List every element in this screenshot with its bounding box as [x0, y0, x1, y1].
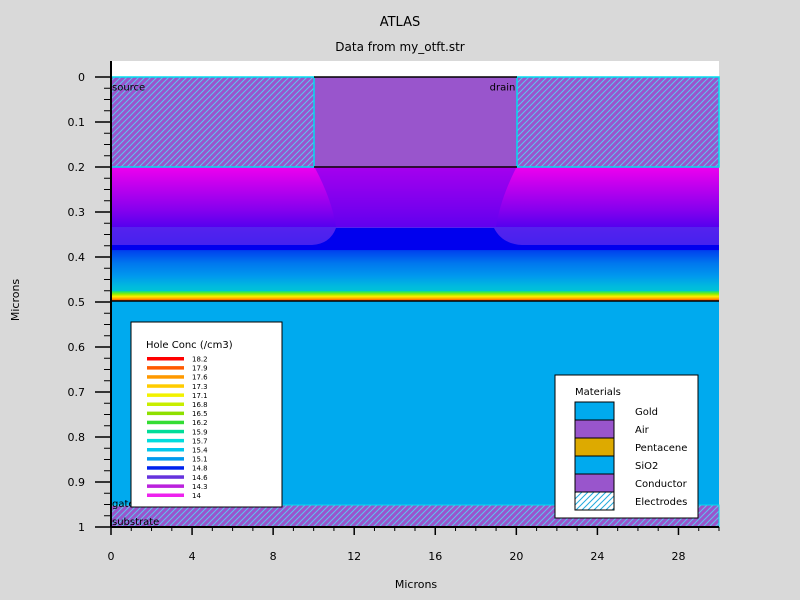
region-labels: source drain gate substrate — [112, 83, 515, 529]
hole-conc-swatch — [147, 475, 184, 479]
hole-conc-swatch — [147, 448, 184, 452]
hole-conc-level-label: 17.9 — [192, 365, 208, 373]
hole-conc-level-label: 15.7 — [192, 437, 208, 445]
hole-conc-swatch — [147, 402, 184, 406]
hole-conc-swatch — [147, 457, 184, 461]
material-label: Gold — [635, 407, 658, 418]
hole-conc-level-label: 14.6 — [192, 474, 208, 482]
chart-title: ATLAS — [380, 15, 421, 30]
hole-conc-swatch — [147, 357, 184, 361]
region-label-source: source — [112, 83, 145, 94]
x-tick-label: 12 — [347, 550, 361, 563]
hole-conc-level-label: 14 — [192, 492, 201, 500]
hole-conc-level-label: 15.4 — [192, 447, 208, 455]
y-tick-label: 0.7 — [68, 386, 86, 399]
interface-layer — [111, 291, 719, 301]
channel-depletion-contour — [111, 228, 719, 250]
y-tick-label: 0.6 — [68, 341, 86, 354]
hole-conc-swatch — [147, 484, 184, 488]
hole-conc-level-label: 17.1 — [192, 392, 208, 400]
pentacene-field-low — [111, 245, 719, 297]
hole-conc-swatch — [147, 411, 184, 416]
hole-conc-level-label: 15.1 — [192, 456, 208, 464]
materials-legend-items: Gold Air Pentacene SiO2 Conductor Electrodes — [574, 401, 688, 511]
hole-conc-swatch — [147, 466, 184, 470]
x-tick-label: 28 — [671, 550, 685, 563]
y-tick-label: 0.1 — [68, 116, 86, 129]
hole-conc-swatch — [147, 420, 184, 425]
hole-conc-swatch — [147, 366, 184, 370]
materials-legend: Materials Gold Air Pentacene SiO2 Conductor E… — [554, 374, 699, 519]
region-label-substrate: substrate — [112, 517, 159, 528]
hole-conc-level-label: 18.2 — [192, 356, 208, 364]
x-tick-label: 20 — [509, 550, 523, 563]
axes: 0 4 8 12 16 20 24 28 00.10.20.30.40.50.60.70.80… — [9, 61, 720, 591]
region-label-gate: gate — [112, 499, 135, 510]
hole-conc-level-label: 16.8 — [192, 401, 208, 409]
hole-conc-level-label: 14.3 — [192, 483, 208, 491]
x-tick-label: 24 — [590, 550, 604, 563]
hole-conc-level-label: 16.5 — [192, 410, 208, 418]
hole-conc-swatch — [147, 393, 184, 397]
hole-conc-level-label: 17.3 — [192, 383, 208, 391]
y-tick-label: 0.9 — [68, 476, 86, 489]
x-tick-label: 0 — [108, 550, 115, 563]
hole-conc-swatch — [147, 375, 184, 379]
hole-conc-legend-title: Hole Conc (/cm3) — [146, 340, 233, 351]
y-tick-label: 0.4 — [68, 251, 86, 264]
chart-subtitle: Data from my_otft.str — [335, 40, 465, 54]
material-swatch — [574, 455, 615, 475]
material-swatch — [574, 473, 615, 493]
hole-conc-level-label: 17.6 — [192, 374, 208, 382]
materials-legend-title: Materials — [575, 387, 621, 398]
y-axis-label: Microns — [9, 279, 22, 322]
x-tick-label: 8 — [270, 550, 277, 563]
drain-electrode — [516, 76, 720, 168]
hole-conc-swatch — [147, 493, 184, 497]
material-label: Air — [635, 425, 650, 436]
hole-conc-swatch — [147, 384, 184, 388]
material-label: Conductor — [635, 479, 688, 490]
region-label-drain: drain — [490, 83, 516, 94]
hole-conc-swatch — [147, 438, 184, 443]
hole-conc-swatch — [147, 429, 184, 434]
material-label: SiO2 — [635, 461, 658, 472]
source-electrode — [110, 76, 315, 168]
x-ticks: 0 4 8 12 16 20 24 28 — [108, 527, 720, 563]
y-tick-label: 1 — [78, 521, 85, 534]
hole-conc-level-label: 15.9 — [192, 428, 208, 436]
material-label: Pentacene — [635, 443, 687, 454]
hole-conc-level-label: 14.8 — [192, 465, 208, 473]
y-tick-label: 0.5 — [68, 296, 86, 309]
x-tick-label: 4 — [189, 550, 196, 563]
y-ticks: 0 0.1 0.2 0.3 0.4 0.5 0.6 0.7 0.8 0.9 1 — [68, 71, 111, 534]
y-tick-label: 0.3 — [68, 206, 86, 219]
hole-conc-legend-items: 18.217.917.617.317.116.816.516.215.915.7… — [147, 356, 208, 500]
y-tick-label: 0 — [78, 71, 85, 84]
hole-conc-legend: Hole Conc (/cm3) 18.217.917.617.317.116.… — [130, 321, 283, 508]
hole-conc-level-label: 16.2 — [192, 419, 208, 427]
material-swatch — [574, 401, 615, 421]
channel-contour-upper — [315, 168, 516, 227]
y-tick-label: 0.2 — [68, 161, 86, 174]
x-tick-label: 16 — [428, 550, 442, 563]
material-label: Electrodes — [635, 497, 687, 508]
material-swatch — [574, 437, 615, 457]
air-region — [314, 77, 517, 167]
x-axis-label: Microns — [395, 578, 438, 591]
material-swatch — [574, 491, 615, 511]
y-tick-label: 0.8 — [68, 431, 86, 444]
material-swatch — [574, 419, 615, 439]
